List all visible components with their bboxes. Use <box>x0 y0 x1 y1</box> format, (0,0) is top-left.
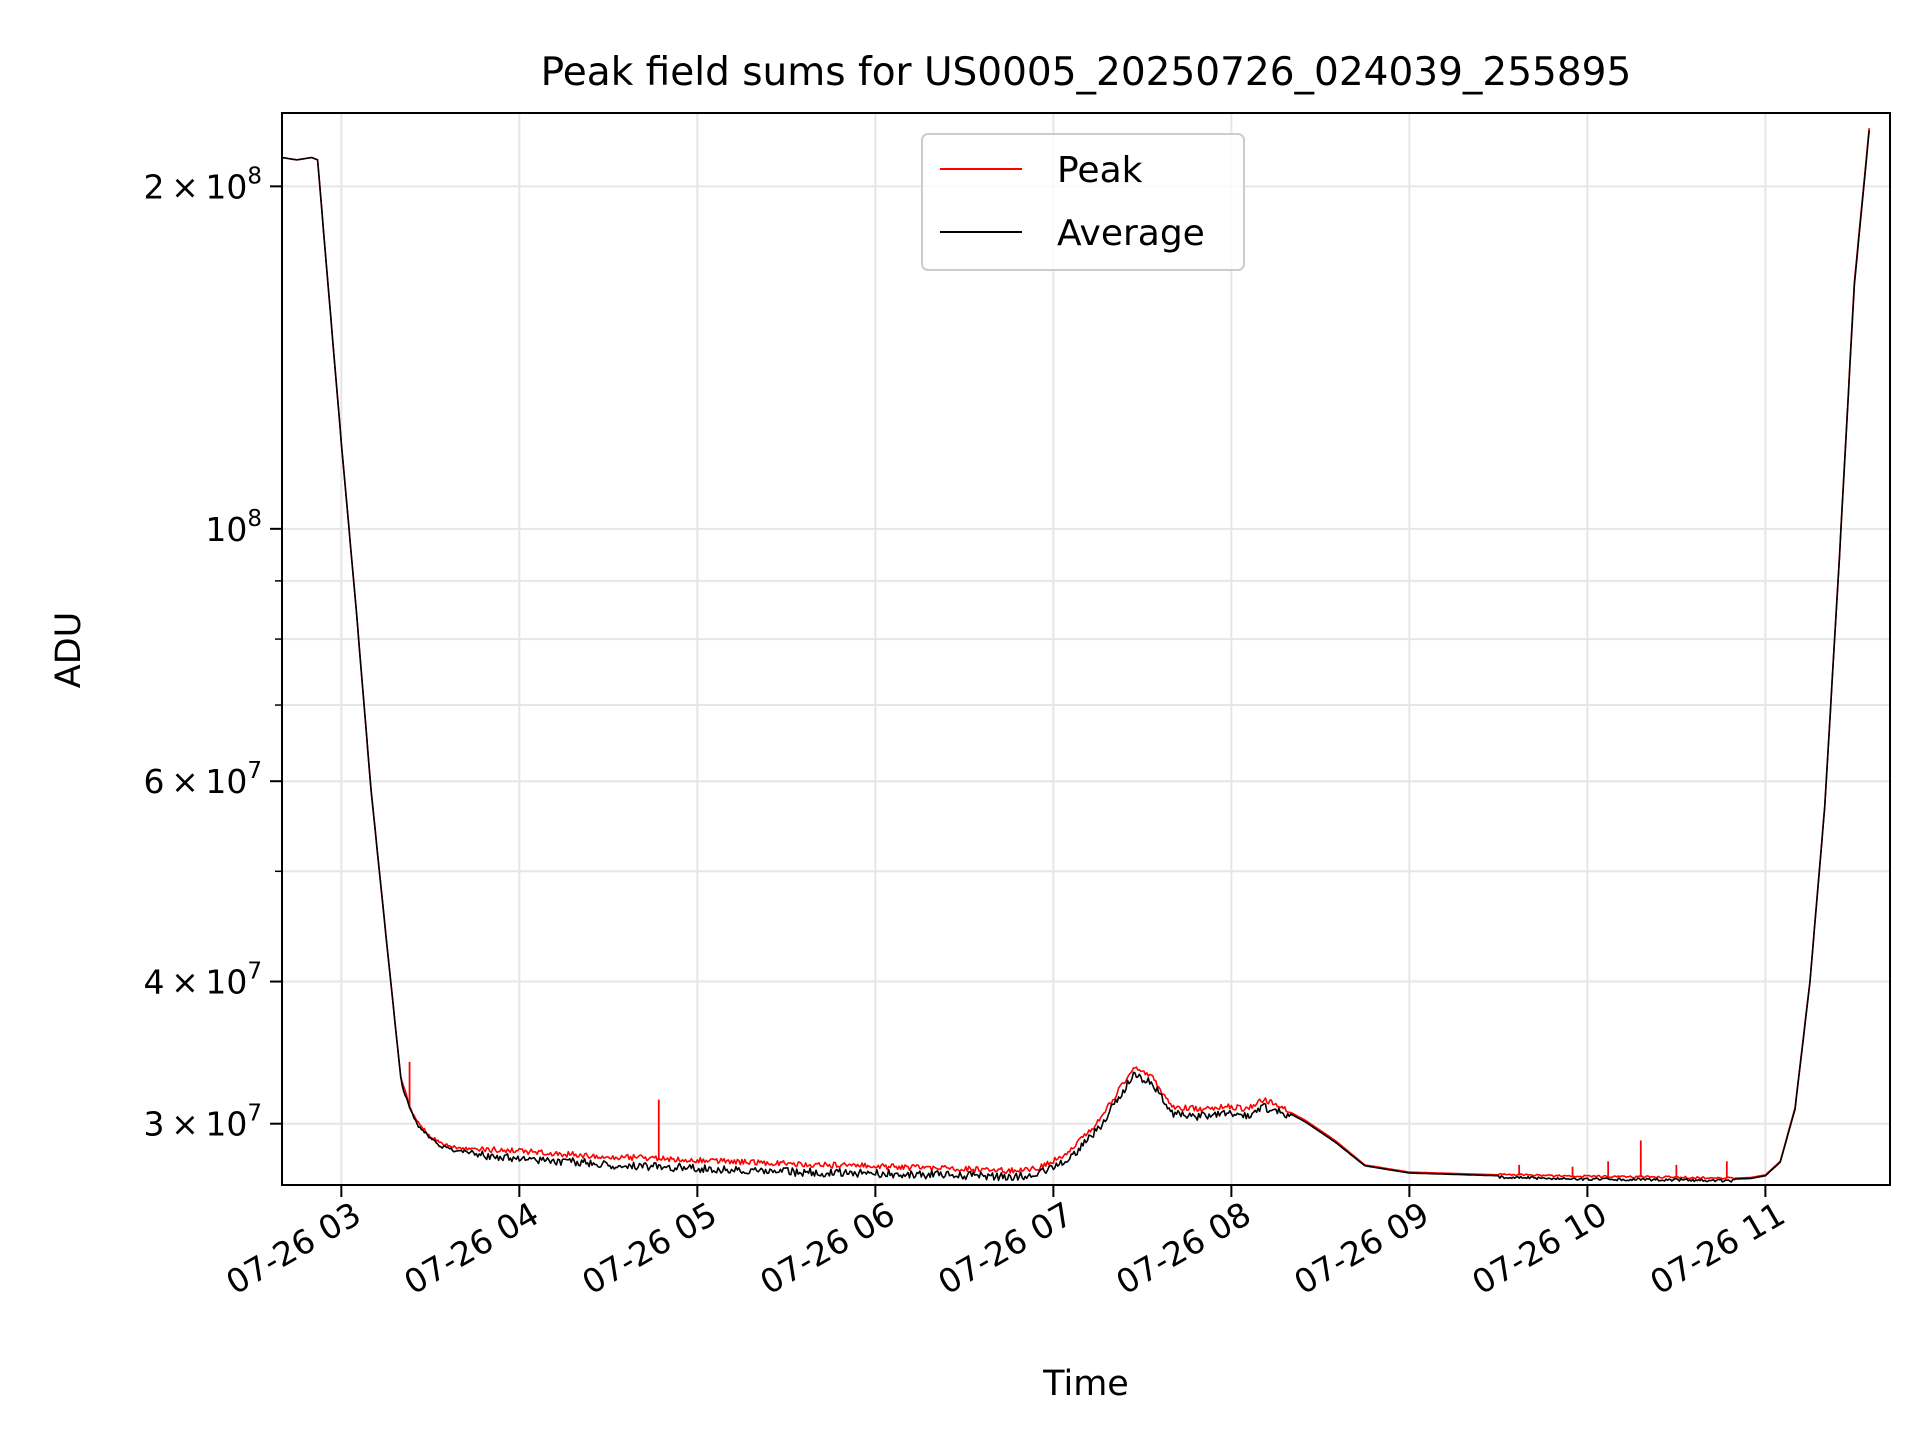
y-axis-label: ADU <box>49 612 89 689</box>
y-axis: 2 × 108 108 6 × 107 4 × 107 3 × 107 <box>144 163 282 1144</box>
chart-title: Peak field sums for US0005_20250726_0240… <box>541 50 1632 95</box>
y-tick-label: 6 × 107 <box>144 758 262 801</box>
series-line-average <box>281 130 1870 1183</box>
y-tick-label: 3 × 107 <box>144 1101 262 1144</box>
y-tick-label: 108 <box>205 506 262 549</box>
grid <box>282 113 1890 1185</box>
y-tick-label: 2 × 108 <box>144 163 262 206</box>
legend-label-average: Average <box>1057 213 1205 254</box>
legend: Peak Average <box>921 133 1245 271</box>
x-axis-label: Time <box>1042 1364 1129 1404</box>
legend-label-peak: Peak <box>1057 150 1143 191</box>
y-tick-label: 4 × 107 <box>144 959 262 1002</box>
series-line-peak <box>281 128 1870 1180</box>
plot-frame <box>281 112 1891 1186</box>
series-layer <box>281 128 1870 1183</box>
